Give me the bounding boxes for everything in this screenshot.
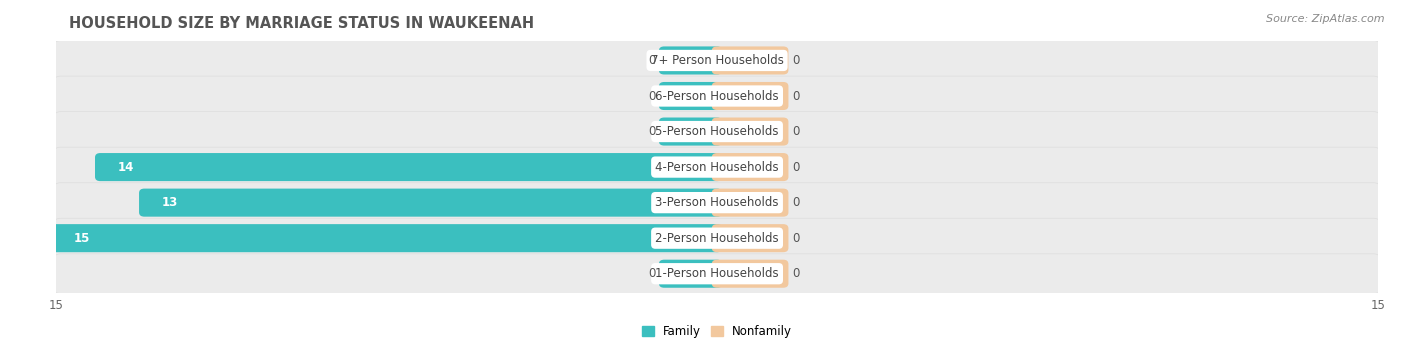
FancyBboxPatch shape bbox=[659, 260, 723, 288]
FancyBboxPatch shape bbox=[711, 189, 789, 217]
FancyBboxPatch shape bbox=[51, 224, 723, 252]
Text: 6-Person Households: 6-Person Households bbox=[655, 89, 779, 103]
FancyBboxPatch shape bbox=[711, 82, 789, 110]
Text: 0: 0 bbox=[648, 267, 655, 280]
FancyBboxPatch shape bbox=[53, 76, 1381, 116]
Text: 0: 0 bbox=[792, 196, 800, 209]
Text: 2-Person Households: 2-Person Households bbox=[655, 232, 779, 245]
FancyBboxPatch shape bbox=[53, 41, 1381, 80]
Text: 15: 15 bbox=[75, 232, 90, 245]
Text: 0: 0 bbox=[792, 267, 800, 280]
Text: 0: 0 bbox=[648, 125, 655, 138]
FancyBboxPatch shape bbox=[659, 118, 723, 146]
Text: HOUSEHOLD SIZE BY MARRIAGE STATUS IN WAUKEENAH: HOUSEHOLD SIZE BY MARRIAGE STATUS IN WAU… bbox=[69, 16, 534, 31]
FancyBboxPatch shape bbox=[53, 183, 1381, 223]
FancyBboxPatch shape bbox=[139, 189, 723, 217]
Text: 14: 14 bbox=[118, 161, 135, 174]
Text: 0: 0 bbox=[792, 125, 800, 138]
Text: 7+ Person Households: 7+ Person Households bbox=[651, 54, 783, 67]
Text: Source: ZipAtlas.com: Source: ZipAtlas.com bbox=[1267, 14, 1385, 24]
Text: 4-Person Households: 4-Person Households bbox=[655, 161, 779, 174]
Text: 0: 0 bbox=[648, 54, 655, 67]
FancyBboxPatch shape bbox=[53, 254, 1381, 294]
FancyBboxPatch shape bbox=[711, 260, 789, 288]
Text: 0: 0 bbox=[792, 54, 800, 67]
Text: 1-Person Households: 1-Person Households bbox=[655, 267, 779, 280]
Legend: Family, Nonfamily: Family, Nonfamily bbox=[637, 321, 797, 341]
FancyBboxPatch shape bbox=[53, 112, 1381, 151]
Text: 0: 0 bbox=[792, 89, 800, 103]
FancyBboxPatch shape bbox=[711, 153, 789, 181]
FancyBboxPatch shape bbox=[711, 46, 789, 74]
Text: 13: 13 bbox=[162, 196, 179, 209]
Text: 0: 0 bbox=[792, 232, 800, 245]
FancyBboxPatch shape bbox=[711, 224, 789, 252]
Text: 0: 0 bbox=[648, 89, 655, 103]
FancyBboxPatch shape bbox=[96, 153, 723, 181]
FancyBboxPatch shape bbox=[659, 46, 723, 74]
FancyBboxPatch shape bbox=[53, 218, 1381, 258]
Text: 0: 0 bbox=[792, 161, 800, 174]
FancyBboxPatch shape bbox=[659, 82, 723, 110]
Text: 5-Person Households: 5-Person Households bbox=[655, 125, 779, 138]
FancyBboxPatch shape bbox=[53, 147, 1381, 187]
Text: 3-Person Households: 3-Person Households bbox=[655, 196, 779, 209]
FancyBboxPatch shape bbox=[711, 118, 789, 146]
